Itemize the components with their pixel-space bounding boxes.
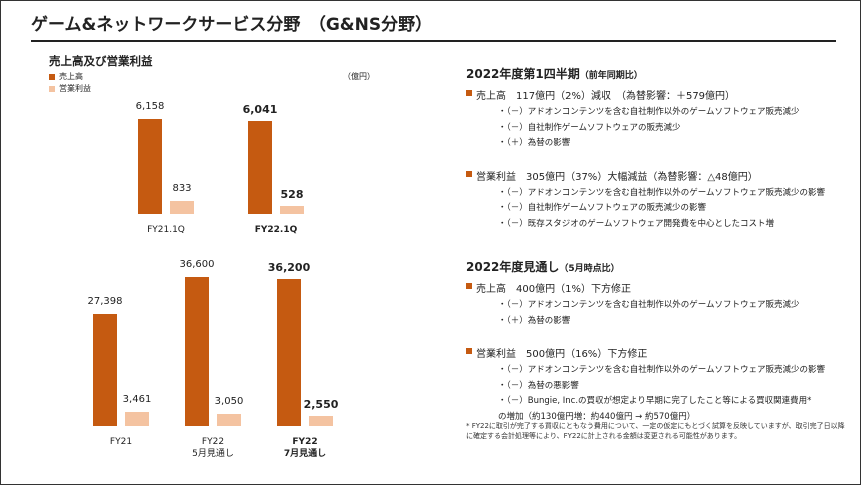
bar: [138, 119, 162, 214]
bar: [217, 413, 241, 426]
legend-swatch: [49, 74, 55, 80]
bar: [93, 314, 117, 426]
sub-item: ・（＋）為替の影響: [498, 138, 571, 148]
item: 営業利益 305億円（37%）大幅減益（為替影響：△48億円）: [466, 168, 851, 183]
item: 営業利益 500億円（16%）下方修正: [466, 345, 851, 360]
sub-item: ・（＋）為替の影響: [498, 315, 571, 326]
sub-item: ・（－）アドオンコンテンツを含む自社制作以外のゲームソフトウェア販売減少の影響: [498, 365, 825, 375]
bar: [170, 201, 194, 214]
category-label: FY22.1Q: [254, 225, 298, 235]
value-label: 3,461: [122, 393, 152, 405]
legend-label: 営業利益: [59, 84, 91, 93]
value-label: 833: [172, 183, 192, 195]
sub-item: ・（－）Bungie, Inc.の買収が想定より早期に完了したこと等による買収関…: [498, 396, 812, 422]
value-label: 6,041: [242, 102, 278, 116]
bar: [248, 120, 272, 214]
sub-item: ・（－）既存スタジオのゲームソフトウェア開発費を中心としたコスト増: [498, 218, 774, 229]
section-heading: 2022年度見通し（5月時点比）: [466, 260, 620, 274]
section-heading: 2022年度第1四半期（前年同期比）: [466, 67, 643, 81]
category-label: FY22 5月見通し: [192, 437, 234, 459]
subtitle: 売上高及び営業利益: [49, 54, 153, 68]
bar: [277, 278, 301, 426]
unit-label: （億円）: [343, 72, 375, 81]
value-label: 3,050: [214, 395, 244, 407]
item: 売上高 117億円（2%）減収 （為替影響：＋579億円）: [466, 87, 851, 102]
spacer: [466, 329, 851, 341]
bar: [185, 277, 209, 426]
section: 2022年度第1四半期（前年同期比） 売上高 117億円（2%）減収 （為替影響：…: [466, 65, 851, 232]
sub-item: ・（－）アドオンコンテンツを含む自社制作以外のゲームソフトウェア販売減少の影響: [498, 187, 825, 198]
sub-item: ・（－）自社制作ゲームソフトウェアの販売減少: [498, 122, 681, 133]
chart: FY21 27,398 3,461 FY22 5月見通し 36,600 3,050 FY22…: [75, 251, 351, 466]
category-label: FY21.1Q: [147, 225, 185, 235]
bar: [280, 205, 304, 214]
category-label: FY22 7月見通し: [283, 437, 327, 459]
value-label: 528: [280, 187, 304, 201]
footnote: * FY22に取引が完了する買収にともなう費用について、一定の仮定にもとづく試算…: [466, 422, 845, 440]
section: 2022年度見通し（5月時点比） 売上高 400億円（1%）下方修正・（－）アドオ…: [466, 258, 851, 425]
spacer: [466, 152, 851, 164]
section-note: （5月時点比）: [559, 264, 620, 274]
item: 売上高 400億円（1%）下方修正: [466, 280, 851, 295]
category-label: FY21: [109, 437, 133, 447]
sub-item: ・（－）アドオンコンテンツを含む自社制作以外のゲームソフトウェア販売減少: [498, 107, 800, 117]
sub-item: ・（－）自社制作ゲームソフトウェアの販売減少の影響: [498, 203, 706, 213]
sub-item: ・（－）為替の悪影響: [498, 380, 579, 391]
title-rule: [31, 40, 836, 42]
legend-swatch: [49, 86, 55, 92]
sub-item: ・（－）アドオンコンテンツを含む自社制作以外のゲームソフトウェア販売減少: [498, 300, 800, 310]
bar: [125, 411, 149, 426]
commentary: 2022年度第1四半期（前年同期比） 売上高 117億円（2%）減収 （為替影響：…: [466, 65, 851, 451]
value-label: 2,550: [303, 397, 339, 411]
bar: [309, 415, 333, 426]
value-label: 27,398: [87, 296, 123, 308]
chart: FY21.1Q 6,158 833 FY22.1Q 6,041 528: [111, 101, 331, 235]
value-label: 6,158: [135, 101, 165, 112]
legend-label: 売上高: [59, 72, 83, 81]
value-label: 36,200: [267, 260, 311, 274]
section-note: （前年同期比）: [579, 71, 643, 81]
title: ゲーム&ネットワークサービス分野 （G&NS分野）: [31, 15, 433, 35]
value-label: 36,600: [179, 259, 215, 270]
